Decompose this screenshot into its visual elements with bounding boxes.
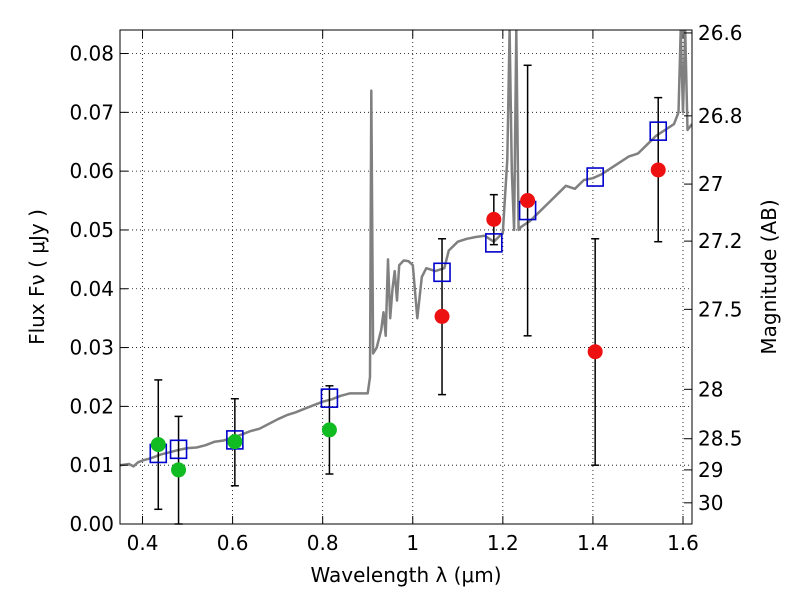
x-tick-label: 1.2: [487, 531, 519, 555]
y-tick-label: 0.03: [69, 336, 114, 360]
model-photometry-square: [433, 262, 451, 283]
right-y-tick-label: 26.6: [698, 21, 743, 45]
photometry-point: [434, 308, 450, 324]
y-tick-label: 0.02: [69, 394, 114, 418]
right-y-tick-label: 27: [698, 172, 723, 196]
photometry-point: [587, 344, 603, 360]
right-y-tick-label: 29: [698, 458, 723, 482]
photometry-point: [150, 437, 166, 453]
y-tick-label: 0.01: [69, 453, 114, 477]
right-y-tick-label: 26.8: [698, 104, 743, 128]
y-tick-label: 0.06: [69, 159, 114, 183]
x-tick-label: 0.8: [307, 531, 339, 555]
x-tick-label: 1: [406, 531, 419, 555]
model-photometry-square: [649, 121, 668, 141]
y-tick-label: 0.07: [69, 100, 114, 124]
model-photometry-square: [320, 388, 339, 408]
model-photometry-square: [586, 167, 604, 187]
right-y-axis-label: Magnitude (AB): [757, 199, 781, 354]
right-y-tick-label: 27.5: [698, 297, 743, 321]
right-y-tick-label: 30: [698, 491, 723, 515]
y-tick-label: 0.05: [69, 218, 114, 242]
photometry-point: [171, 462, 187, 478]
photometry-point: [520, 193, 536, 209]
photometry-point: [227, 434, 243, 450]
model-photometry-square: [485, 233, 503, 253]
x-axis-label: Wavelength λ (μm): [310, 563, 501, 587]
x-tick-label: 1.6: [667, 531, 699, 555]
right-y-tick-label: 28: [698, 377, 723, 401]
photometry-point: [650, 162, 666, 178]
right-y-tick-label: 28.5: [698, 427, 743, 451]
photometry-point: [486, 211, 502, 227]
model-photometry-square: [169, 439, 188, 460]
x-tick-label: 1.4: [577, 531, 609, 555]
photometry-point: [321, 422, 337, 438]
plot-frame: [119, 29, 693, 525]
y-tick-label: 0.04: [69, 277, 114, 301]
observed-photometry-layer: [150, 162, 666, 478]
axis-ticks: 0.4 0.6 0.8 1 1.2 1.4 1.6 0.00 0.01 0.02 0.03 0.04 0…: [69, 21, 742, 555]
y-tick-label: 0.08: [69, 42, 114, 66]
x-tick-label: 0.6: [217, 531, 249, 555]
y-tick-label: 0.00: [69, 512, 114, 536]
x-tick-label: 0.4: [127, 531, 159, 555]
y-axis-label: Flux Fν ( μJy ): [25, 209, 49, 345]
right-y-tick-label: 27.2: [698, 229, 743, 253]
